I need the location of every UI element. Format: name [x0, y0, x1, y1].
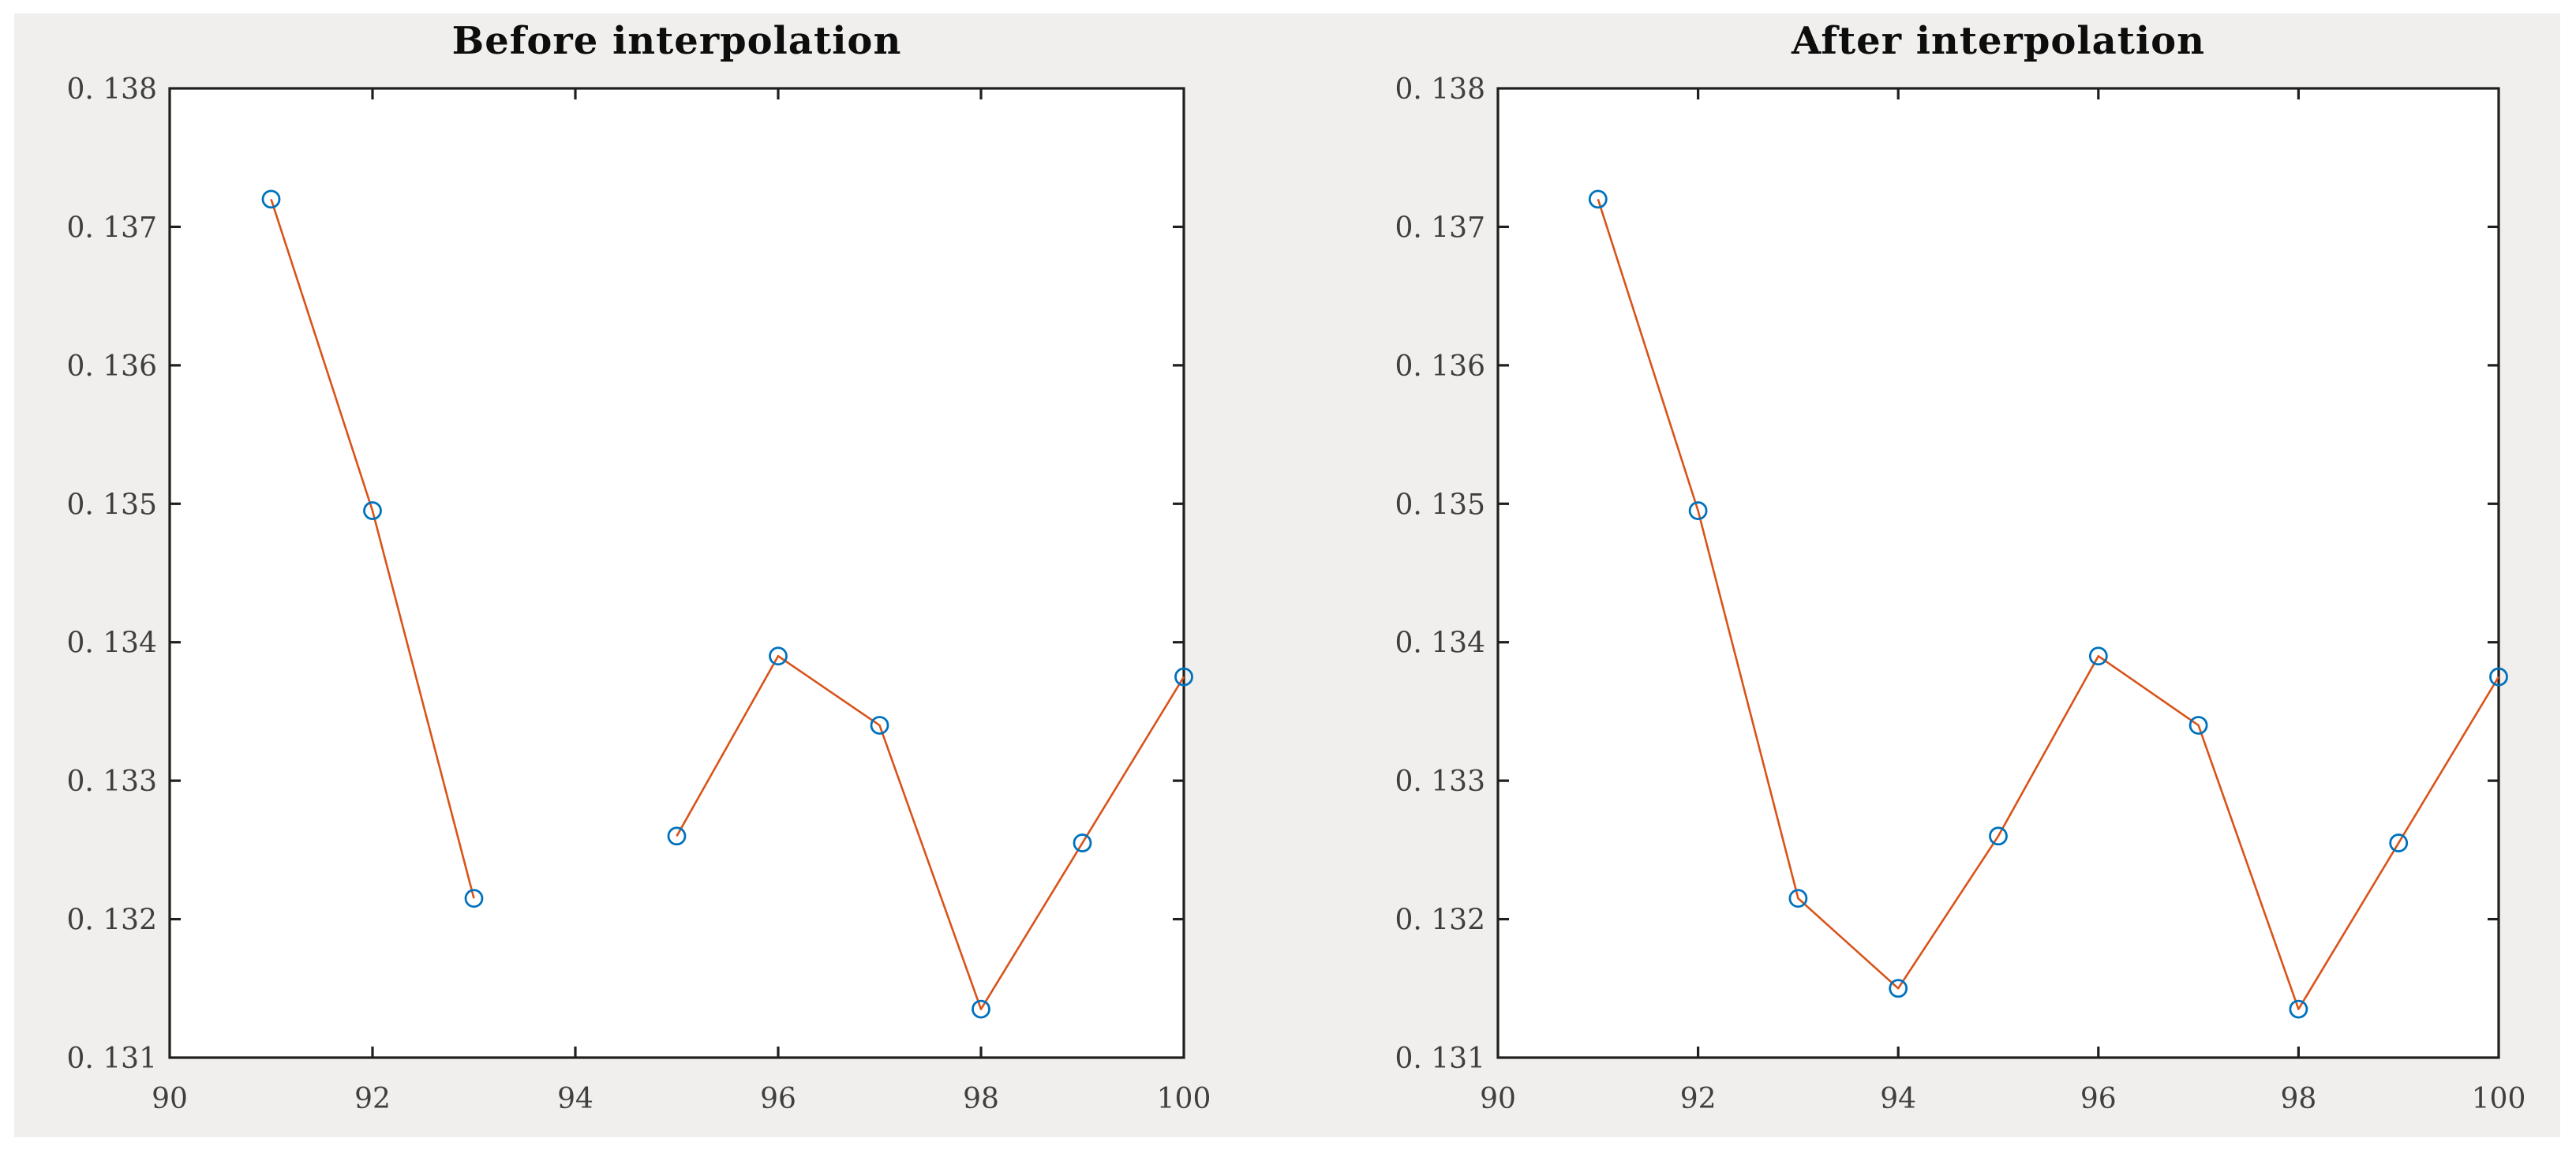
- y-tick-label: 0. 137: [66, 212, 157, 244]
- data-line: [270, 198, 475, 899]
- chart-title-before: Before interpolation: [451, 19, 902, 63]
- chart-title-after: After interpolation: [1791, 19, 2206, 63]
- x-tick-label: 94: [557, 1083, 593, 1115]
- y-tick-label: 0. 131: [1395, 1043, 1485, 1075]
- y-tick-label: 0. 135: [66, 489, 157, 521]
- y-tick-label: 0. 134: [1395, 627, 1485, 660]
- data-point-marker: [2188, 716, 2208, 735]
- x-tick-label: 94: [1880, 1083, 1916, 1115]
- y-tick-label: 0. 131: [66, 1043, 157, 1075]
- y-tick-label: 0. 132: [66, 904, 157, 937]
- data-point-marker: [2389, 833, 2409, 852]
- y-tick-label: 0. 135: [1395, 489, 1485, 521]
- x-tick-label: 92: [354, 1083, 391, 1115]
- data-point-marker: [1174, 667, 1193, 687]
- data-point-marker: [261, 189, 281, 209]
- x-tick-label: 92: [1680, 1083, 1717, 1115]
- y-tick-label: 0. 133: [66, 766, 157, 798]
- data-point-marker: [464, 889, 484, 908]
- data-point-marker: [1073, 833, 1092, 852]
- data-point-marker: [2289, 999, 2308, 1019]
- data-point-marker: [1788, 889, 1808, 908]
- data-point-marker: [769, 646, 788, 666]
- y-tick-label: 0. 136: [66, 350, 157, 383]
- y-tick-label: 0. 138: [1395, 73, 1485, 106]
- axes-frame: [1496, 87, 2500, 1059]
- data-point-marker: [972, 999, 990, 1019]
- x-tick-label: 100: [1157, 1083, 1211, 1115]
- x-tick-label: 90: [1480, 1083, 1516, 1115]
- axes-area: [170, 88, 1184, 1058]
- panel-before-interpolation: 90 92 94 96 98 100 0. 131 0. 132 0. 133 0. 134 0. …: [66, 73, 1211, 1115]
- y-tick-label: 0. 132: [1395, 904, 1485, 937]
- y-tick-label: 0. 134: [66, 627, 157, 660]
- axes-frame: [168, 87, 1185, 1059]
- data-point-marker: [1889, 979, 1908, 998]
- y-tick-label: 0. 136: [1395, 350, 1485, 383]
- x-tick-label: 96: [760, 1083, 796, 1115]
- x-tick-label: 98: [963, 1083, 999, 1115]
- data-point-marker: [363, 501, 382, 520]
- data-point-marker: [2088, 646, 2108, 666]
- y-tick-label: 0. 138: [66, 73, 157, 106]
- data-point-marker: [1989, 826, 2008, 846]
- data-point-marker: [1588, 189, 1608, 209]
- x-tick-label: 98: [2280, 1083, 2316, 1115]
- y-tick-label: 0. 137: [1395, 212, 1485, 244]
- panel-after-interpolation: 90 92 94 96 98 100 0. 131 0. 132 0. 133 0. 134 0. …: [1395, 73, 2525, 1115]
- data-point-marker: [870, 716, 889, 735]
- axes-area: [1498, 88, 2499, 1058]
- data-point-marker: [1688, 501, 1708, 520]
- data-line: [1597, 198, 2500, 1010]
- x-tick-label: 90: [152, 1083, 188, 1115]
- data-point-marker: [667, 826, 687, 846]
- data-line: [676, 654, 1185, 1010]
- y-tick-label: 0. 133: [1395, 766, 1485, 798]
- x-tick-label: 96: [2080, 1083, 2117, 1115]
- x-tick-label: 100: [2472, 1083, 2526, 1115]
- data-point-marker: [2489, 667, 2508, 687]
